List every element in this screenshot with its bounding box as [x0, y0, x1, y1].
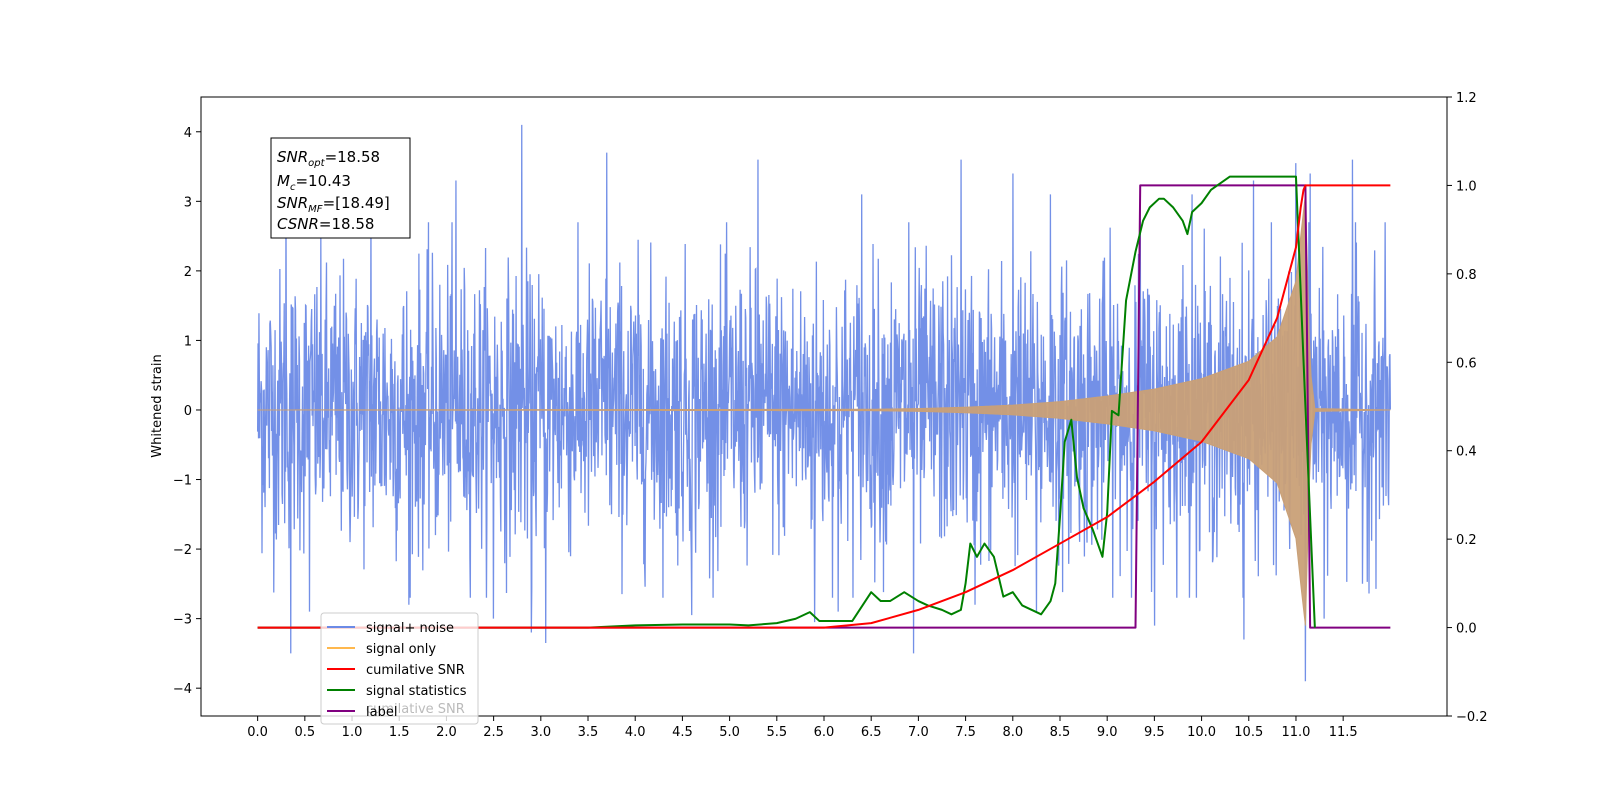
- legend-label: signal statistics: [366, 684, 467, 699]
- y-axis-label: Whitened strain: [150, 354, 165, 457]
- series-label: [257, 184, 1391, 629]
- x-tick-label: 6.5: [861, 725, 882, 740]
- series-layer: [256, 124, 1392, 682]
- series-signal-only: [257, 194, 1391, 626]
- legend: cumilative SNR signal+ noise signal only c…: [320, 612, 479, 725]
- x-tick-label: 9.0: [1097, 725, 1118, 740]
- annotation-line-mc: Mc=10.43: [277, 172, 351, 193]
- x-tick-label: 0.0: [247, 725, 268, 740]
- series-signal-statistics: [257, 175, 1316, 629]
- legend-ghost-text: cumilative SNR: [366, 702, 465, 717]
- legend-label: signal+ noise: [366, 621, 454, 636]
- legend-label: signal only: [366, 642, 436, 657]
- x-tick-label: 5.0: [719, 725, 740, 740]
- x-tick-label: 10.0: [1187, 725, 1216, 740]
- y-left-tick-label: −1: [173, 474, 192, 489]
- x-axis: 0.0 0.5 1.0 1.5 2.0 2.5 3.0 3.5 4.0 4.5 5.0 5.5 6.0 6…: [247, 716, 1358, 740]
- y-left-tick-label: −3: [173, 613, 192, 628]
- y-left-tick-label: −4: [173, 682, 192, 697]
- series-cumilative-snr: [257, 184, 1391, 629]
- x-tick-label: 6.0: [814, 725, 835, 740]
- y-right-tick-label: 0.4: [1456, 445, 1477, 460]
- x-tick-label: 9.5: [1144, 725, 1165, 740]
- x-tick-label: 10.5: [1234, 725, 1263, 740]
- y-left-tick-label: 3: [184, 195, 192, 210]
- x-tick-label: 8.5: [1050, 725, 1071, 740]
- y-right-tick-label: 0.6: [1456, 356, 1477, 371]
- x-tick-label: 11.5: [1329, 725, 1358, 740]
- annotation-line-csnr: CSNR=18.58: [277, 215, 374, 233]
- annotation-line-snr-opt: SNRopt=18.58: [277, 148, 380, 169]
- y-left-tick-label: 0: [184, 404, 192, 419]
- annotation-line-snr-mf: SNRMF=[18.49]: [277, 194, 390, 215]
- y-axis-right: 1.2 1.0 0.8 0.6 0.4 0.2 0.0 −0.2: [1447, 91, 1488, 725]
- y-left-tick-label: 1: [184, 334, 192, 349]
- y-left-tick-label: 4: [184, 126, 192, 141]
- x-tick-label: 8.0: [1002, 725, 1023, 740]
- x-tick-label: 2.0: [436, 725, 457, 740]
- x-tick-label: 1.0: [342, 725, 363, 740]
- y-axis-left: 4 3 2 1 0 −1 −2 −3 −4: [173, 126, 201, 697]
- y-right-tick-label: 0.8: [1456, 268, 1477, 283]
- legend-items: signal+ noise signal only cumilative SNR si…: [327, 621, 467, 720]
- x-tick-label: 3.0: [530, 725, 551, 740]
- x-tick-label: 11.0: [1281, 725, 1310, 740]
- y-left-tick-label: −2: [173, 543, 192, 558]
- x-tick-label: 7.5: [955, 725, 976, 740]
- x-tick-label: 2.5: [483, 725, 504, 740]
- y-right-tick-label: −0.2: [1456, 710, 1488, 725]
- x-tick-label: 4.5: [672, 725, 693, 740]
- legend-frame: [320, 612, 479, 725]
- y-right-tick-label: 1.2: [1456, 91, 1477, 106]
- legend-label: cumilative SNR: [366, 663, 465, 678]
- x-tick-label: 7.0: [908, 725, 929, 740]
- y-right-tick-label: 0.2: [1456, 533, 1477, 548]
- annotation-box: SNRopt=18.58 Mc=10.43 SNRMF=[18.49] CSNR…: [270, 137, 411, 239]
- legend-label: label: [366, 705, 397, 720]
- x-tick-label: 3.5: [578, 725, 599, 740]
- y-right-tick-label: 1.0: [1456, 179, 1477, 194]
- y-left-tick-label: 2: [184, 265, 192, 280]
- x-tick-label: 4.0: [625, 725, 646, 740]
- x-tick-label: 5.5: [766, 725, 787, 740]
- x-tick-label: 0.5: [294, 725, 315, 740]
- y-right-tick-label: 0.0: [1456, 622, 1477, 637]
- x-tick-label: 1.5: [389, 725, 410, 740]
